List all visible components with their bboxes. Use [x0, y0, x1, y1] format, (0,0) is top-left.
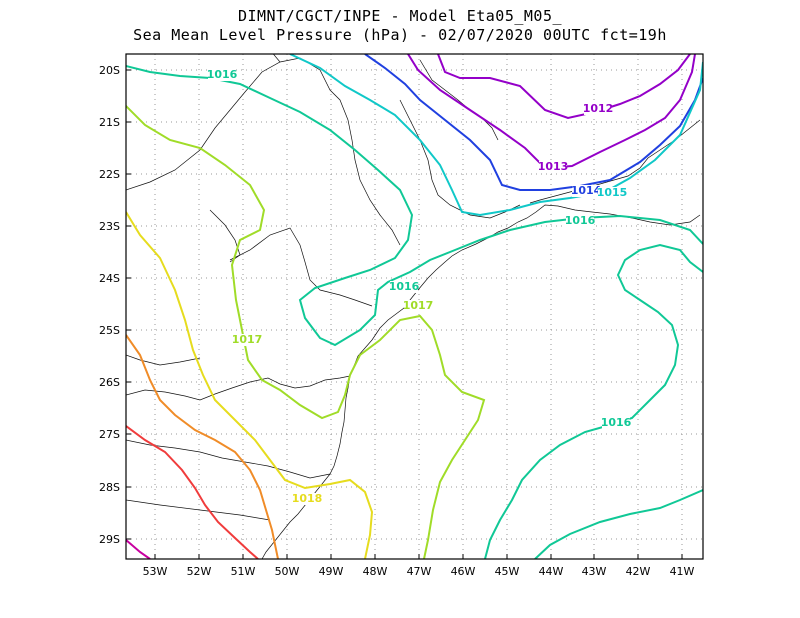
lon-label-44W: 44W [539, 565, 564, 578]
isobar-1016-south [484, 243, 703, 559]
isobar-1018 [126, 211, 374, 559]
lon-label-53W: 53W [143, 565, 168, 578]
isobar-label-1016: 1016 [601, 416, 632, 429]
lon-label-50W: 50W [275, 565, 300, 578]
chart-title-line1: DIMNT/CGCT/INPE - Model Eta05_M05_ [237, 7, 563, 25]
isobar-label-1015: 1015 [597, 186, 628, 199]
lon-label-46W: 46W [451, 565, 476, 578]
map-frame [125, 53, 704, 560]
isobar-1019 [126, 334, 279, 559]
isobar-1016-north [126, 65, 703, 347]
isobar-label-1013: 1013 [538, 160, 569, 173]
isobar-1012 [437, 54, 691, 120]
lon-label-43W: 43W [582, 565, 607, 578]
isobar-1016-southeast [534, 489, 703, 559]
lat-label-26S: 26S [99, 376, 120, 389]
lat-label-27S: 27S [99, 428, 120, 441]
isobar-label-1017: 1017 [232, 333, 263, 346]
lon-label-45W: 45W [495, 565, 520, 578]
isobar-1020 [126, 425, 259, 559]
longitude-labels: 53W 52W 51W 50W 49W 48W 47W 46W 45W 44W 43W 42W 41W [143, 554, 695, 578]
lat-label-28S: 28S [99, 481, 120, 494]
isobar-label-1012: 1012 [583, 102, 614, 115]
coastline [261, 204, 701, 559]
isobar-label-1017: 1017 [403, 299, 434, 312]
lon-label-49W: 49W [319, 565, 344, 578]
isobar-1021 [126, 539, 151, 559]
isobar-label-1016: 1016 [389, 280, 420, 293]
chart-title-line2: Sea Mean Level Pressure (hPa) - 02/07/20… [133, 26, 667, 44]
latitude-labels: 20S 21S 22S 23S 24S 25S 26S 27S 28S 29S [99, 64, 131, 546]
gridlines [126, 54, 703, 559]
lon-label-52W: 52W [187, 565, 212, 578]
lat-label-25S: 25S [99, 324, 120, 337]
isobar-label-1018: 1018 [292, 492, 323, 505]
lat-label-21S: 21S [99, 116, 120, 129]
isobar-label-1016: 1016 [565, 214, 596, 227]
lon-label-42W: 42W [626, 565, 651, 578]
lat-label-24S: 24S [99, 272, 120, 285]
lon-label-51W: 51W [231, 565, 256, 578]
isobar-label-1016: 1016 [207, 68, 238, 81]
coastline-borders [126, 54, 701, 559]
isobar-1014 [364, 54, 703, 191]
isobar-1013 [407, 54, 696, 170]
isobar-label-1014: 1014 [571, 184, 602, 197]
lon-label-41W: 41W [670, 565, 695, 578]
lat-label-22S: 22S [99, 168, 120, 181]
isobar-1017 [126, 105, 486, 559]
state-borders [126, 57, 401, 246]
lon-label-47W: 47W [407, 565, 432, 578]
lat-label-23S: 23S [99, 220, 120, 233]
lat-label-29S: 29S [99, 533, 120, 546]
lat-label-20S: 20S [99, 64, 120, 77]
isobar-1015 [289, 54, 703, 217]
lon-label-48W: 48W [363, 565, 388, 578]
